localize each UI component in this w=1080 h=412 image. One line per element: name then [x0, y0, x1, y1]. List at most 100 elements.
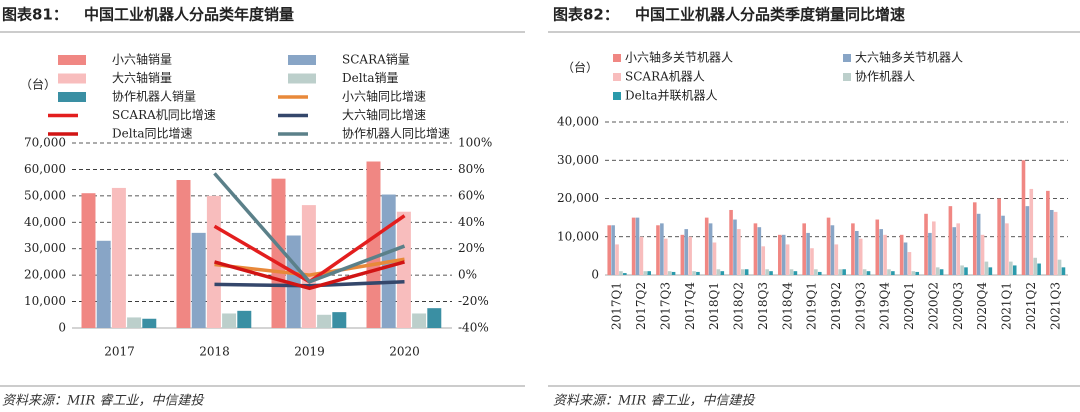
bar	[1005, 223, 1009, 275]
x-tick-label: 2020Q4	[975, 282, 989, 330]
bar	[757, 227, 762, 275]
bar	[729, 209, 733, 275]
legend-label: 大六轴同比增速	[342, 107, 426, 122]
y-tick-label: 10,000	[557, 229, 599, 243]
legend-label: 大六轴销量	[112, 70, 172, 85]
bar	[647, 271, 651, 275]
bar	[663, 238, 668, 275]
bar	[793, 271, 798, 275]
x-tick-label: 2019Q2	[829, 282, 843, 330]
y-tick-label: 30,000	[24, 241, 66, 255]
bar	[997, 198, 1001, 275]
bar	[237, 310, 252, 328]
bar	[891, 271, 895, 275]
bar	[879, 229, 883, 275]
y-tick-label: 20,000	[24, 268, 66, 282]
bar	[332, 312, 347, 328]
bar	[814, 269, 818, 275]
bar	[176, 180, 191, 328]
bar	[806, 232, 810, 275]
x-tick-label: 2019Q3	[853, 282, 867, 330]
x-tick-label: 2018Q2	[732, 282, 746, 330]
x-tick-label: 2020	[389, 345, 420, 359]
bar	[1046, 190, 1050, 275]
bar	[744, 269, 749, 275]
legend-swatch	[843, 73, 851, 81]
bar	[639, 236, 644, 275]
bar	[789, 269, 794, 275]
legend-label: 协作机器人销量	[112, 89, 196, 104]
legend-swatch	[288, 55, 316, 65]
bar	[802, 223, 806, 275]
bar	[817, 271, 822, 275]
bar	[412, 313, 427, 328]
bar	[737, 229, 741, 275]
bar	[887, 269, 891, 275]
bar	[635, 217, 640, 275]
bar	[142, 318, 157, 328]
x-tick-label: 2017Q4	[683, 282, 697, 330]
legend-swatch	[613, 54, 621, 62]
y2-tick-label: -40%	[458, 321, 489, 335]
bar	[111, 187, 126, 328]
legend-label: Delta同比增速	[112, 127, 193, 141]
bar	[704, 217, 709, 275]
y2-tick-label: 80%	[458, 162, 485, 176]
bar	[988, 267, 993, 275]
bar	[785, 244, 790, 275]
x-tick-label: 2018Q1	[707, 282, 721, 330]
bar	[1061, 267, 1066, 275]
bar	[191, 232, 206, 328]
bar	[769, 271, 773, 275]
legend-label: 协作机器人	[855, 69, 915, 84]
bar	[607, 225, 612, 275]
bar	[615, 244, 619, 275]
bar	[753, 223, 758, 275]
legend-label: Delta销量	[342, 71, 399, 85]
y-tick-label: 60,000	[24, 162, 66, 176]
bar	[667, 271, 672, 275]
line-series	[213, 172, 406, 284]
bar	[81, 193, 96, 328]
bar	[810, 248, 814, 275]
y2-tick-label: 60%	[458, 188, 485, 202]
bar	[366, 161, 381, 328]
y-tick-label: 20,000	[557, 191, 599, 205]
bar	[883, 234, 887, 275]
legend-swatch	[58, 92, 86, 102]
bar	[688, 236, 692, 275]
bar	[866, 271, 871, 275]
bar	[720, 271, 725, 275]
bar	[935, 267, 940, 275]
line-series	[214, 280, 405, 288]
legend-swatch	[843, 54, 851, 62]
x-tick-label: 2021Q3	[1048, 282, 1062, 330]
bar	[692, 271, 696, 275]
legend-label: SCARA机器人	[625, 70, 705, 84]
y-tick-label: 0	[58, 321, 66, 335]
bar	[911, 271, 916, 275]
bar	[928, 232, 932, 275]
bar	[862, 269, 867, 275]
x-tick-label: 2020Q2	[926, 282, 940, 330]
bar	[830, 225, 835, 275]
x-tick-label: 2020Q3	[951, 282, 965, 330]
bar	[271, 178, 286, 328]
bar	[903, 242, 908, 275]
y2-tick-label: 20%	[458, 241, 485, 255]
bar	[851, 223, 855, 275]
y-tick-label: 10,000	[24, 294, 66, 308]
bar	[1012, 265, 1017, 275]
bar	[1009, 261, 1013, 275]
x-tick-label: 2019Q1	[805, 282, 819, 330]
bar	[875, 219, 880, 275]
x-tick-label: 2020Q1	[902, 282, 916, 330]
bar	[948, 206, 953, 275]
bar	[317, 314, 332, 328]
y-tick-label: 30,000	[557, 153, 599, 167]
bar	[1057, 259, 1062, 275]
legend-label: SCARA销量	[342, 53, 410, 67]
x-tick-label: 2018	[199, 345, 230, 359]
x-tick-label: 2021Q2	[1024, 282, 1038, 330]
bar	[842, 269, 846, 275]
